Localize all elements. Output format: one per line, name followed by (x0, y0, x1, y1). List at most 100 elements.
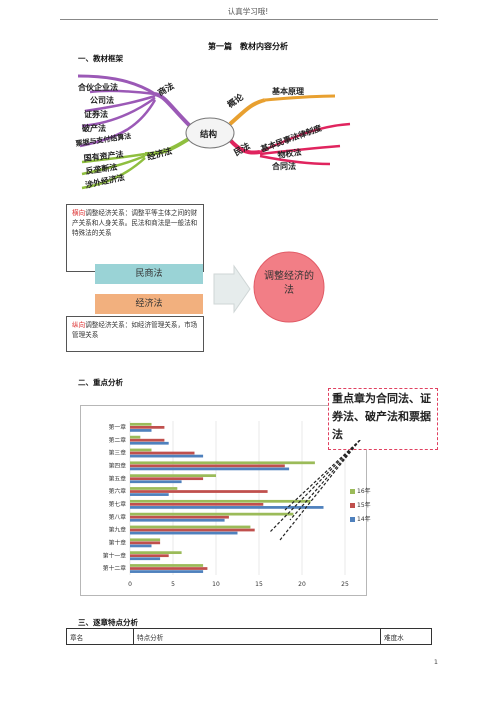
bar (130, 518, 225, 522)
table-header-cell: 难度水 (380, 628, 432, 645)
framework-mindmap: 合伙企业法 公司法 证券法 破产法 票据与支付结算法 商法 国有资产法 反垄断法… (74, 74, 351, 190)
item-gongsi: 公司法 (90, 95, 114, 105)
bar (130, 474, 216, 478)
bar (130, 512, 294, 516)
center-label: 结构 (200, 129, 218, 140)
bar (130, 480, 182, 484)
item-hehuo: 合伙企业法 (77, 82, 118, 92)
legend-label: 14年 (357, 515, 371, 523)
bar (130, 438, 165, 442)
key-chapter-bar-chart: 0 5 10 15 20 25 第一章第二章第三章第四章第五章第六章第七章第八章第九章第十章… (80, 405, 371, 596)
branch-gailun-line (228, 98, 266, 126)
bar (130, 499, 311, 503)
box1-text: 调整经济关系：调整平等主体之间的财产关系和人身关系。民法和商法是一般法和特殊法的… (72, 209, 198, 237)
callout-leader-lines (269, 440, 361, 541)
bar (130, 487, 178, 490)
bar (130, 461, 315, 465)
y-tick-label: 第七章 (109, 500, 127, 508)
item-fanlongduan: 反垄断法 (85, 162, 118, 176)
box1-prefix: 横向 (72, 209, 86, 217)
section-heading-2: 二、重点分析 (78, 378, 123, 387)
bar (130, 451, 195, 455)
page-number: 1 (433, 658, 438, 666)
center-cloud (185, 117, 235, 149)
circle-shape (253, 251, 325, 323)
section-heading-3: 三、逐章特点分析 (78, 618, 138, 627)
item-piaoju: 票据与支付结算法 (74, 131, 132, 148)
legend-swatch (350, 517, 355, 522)
branch-shangfa-line (154, 92, 192, 128)
x-tick-label: 0 (128, 581, 132, 588)
bar (130, 477, 204, 481)
bar (130, 506, 324, 509)
y-tick-label: 第四章 (109, 462, 127, 470)
item-zhengquan: 证券法 (84, 109, 108, 119)
item-wuquan: 物权法 (277, 147, 302, 160)
item-jibenyuanli: 基本原理 (271, 86, 304, 96)
branch-jingjifa-line (144, 136, 192, 156)
y-tick-label: 第十二章 (103, 564, 126, 572)
box2-prefix: 纵向 (72, 321, 86, 329)
table-header-cell: 特点分析 (133, 628, 381, 645)
bar (130, 544, 152, 548)
bar (130, 493, 169, 496)
branch-jingjifa: 经济法 (146, 146, 174, 163)
legend-label: 15年 (357, 501, 371, 509)
page-title: 第一篇 教材内容分析 (208, 42, 288, 51)
bar (130, 528, 255, 532)
bar (130, 490, 268, 493)
y-tick-label: 第十章 (109, 539, 127, 547)
y-tick-label: 第二章 (109, 436, 127, 444)
box2-text: 调整经济关系：如经济管理关系，市场管理关系 (72, 321, 198, 339)
bar (130, 441, 169, 445)
bar (130, 429, 152, 432)
item-pochan: 破产法 (82, 123, 106, 133)
x-tick-label: 25 (341, 581, 349, 588)
item-guoyou: 国有资产法 (83, 149, 124, 163)
bar (130, 570, 204, 573)
callout-text: 重点章为合同法、证券法、破产法和票据法 (332, 392, 431, 441)
y-tick-label: 第三章 (109, 449, 127, 457)
vertical-adjust-box: 纵向调整经济关系：如经济管理关系，市场管理关系 (66, 316, 204, 352)
branch-minfa-line (228, 138, 261, 155)
horizontal-adjust-box: 横向调整经济关系：调整平等主体之间的财产关系和人身关系。民法和商法是一般法和特殊… (66, 204, 204, 272)
bar (130, 448, 152, 452)
bar (130, 525, 251, 529)
legend-swatch (350, 503, 355, 508)
y-tick-label: 第九章 (109, 526, 127, 534)
header-divider (60, 19, 438, 20)
y-tick-label: 第六章 (109, 487, 127, 495)
bar (130, 422, 152, 426)
chapter-analysis-table: 章名 特点分析 难度水 (66, 628, 432, 645)
branch-shangfa: 商法 (156, 80, 177, 98)
table-header-cell: 章名 (66, 628, 134, 645)
bar (130, 435, 141, 439)
bar (130, 567, 208, 570)
bar (130, 541, 161, 545)
bar (130, 538, 161, 542)
y-tick-label: 第五章 (109, 474, 127, 482)
y-tick-label: 第八章 (109, 513, 127, 521)
bar (130, 564, 204, 567)
bar (130, 467, 290, 471)
bar (130, 515, 229, 519)
x-tick-label: 10 (212, 581, 220, 588)
x-tick-label: 15 (255, 581, 263, 588)
x-tick-label: 20 (298, 581, 306, 588)
section-heading-1: 一、教材框架 (78, 54, 123, 63)
bar (130, 502, 264, 506)
legend-label: 16年 (357, 487, 371, 495)
bar (130, 454, 204, 458)
tag-jingjifa: 经济法 (95, 294, 203, 314)
bar (130, 425, 165, 429)
x-tick-label: 5 (171, 581, 175, 588)
bar (130, 554, 169, 558)
bar (130, 557, 161, 561)
page-header: 认真学习哦! (227, 7, 269, 16)
legend-swatch (350, 489, 355, 494)
bar (130, 551, 182, 555)
item-hetong: 合同法 (271, 161, 296, 171)
bar (130, 464, 285, 468)
callout-box (328, 388, 438, 450)
circle-label: 调整经济的法 (264, 271, 314, 296)
